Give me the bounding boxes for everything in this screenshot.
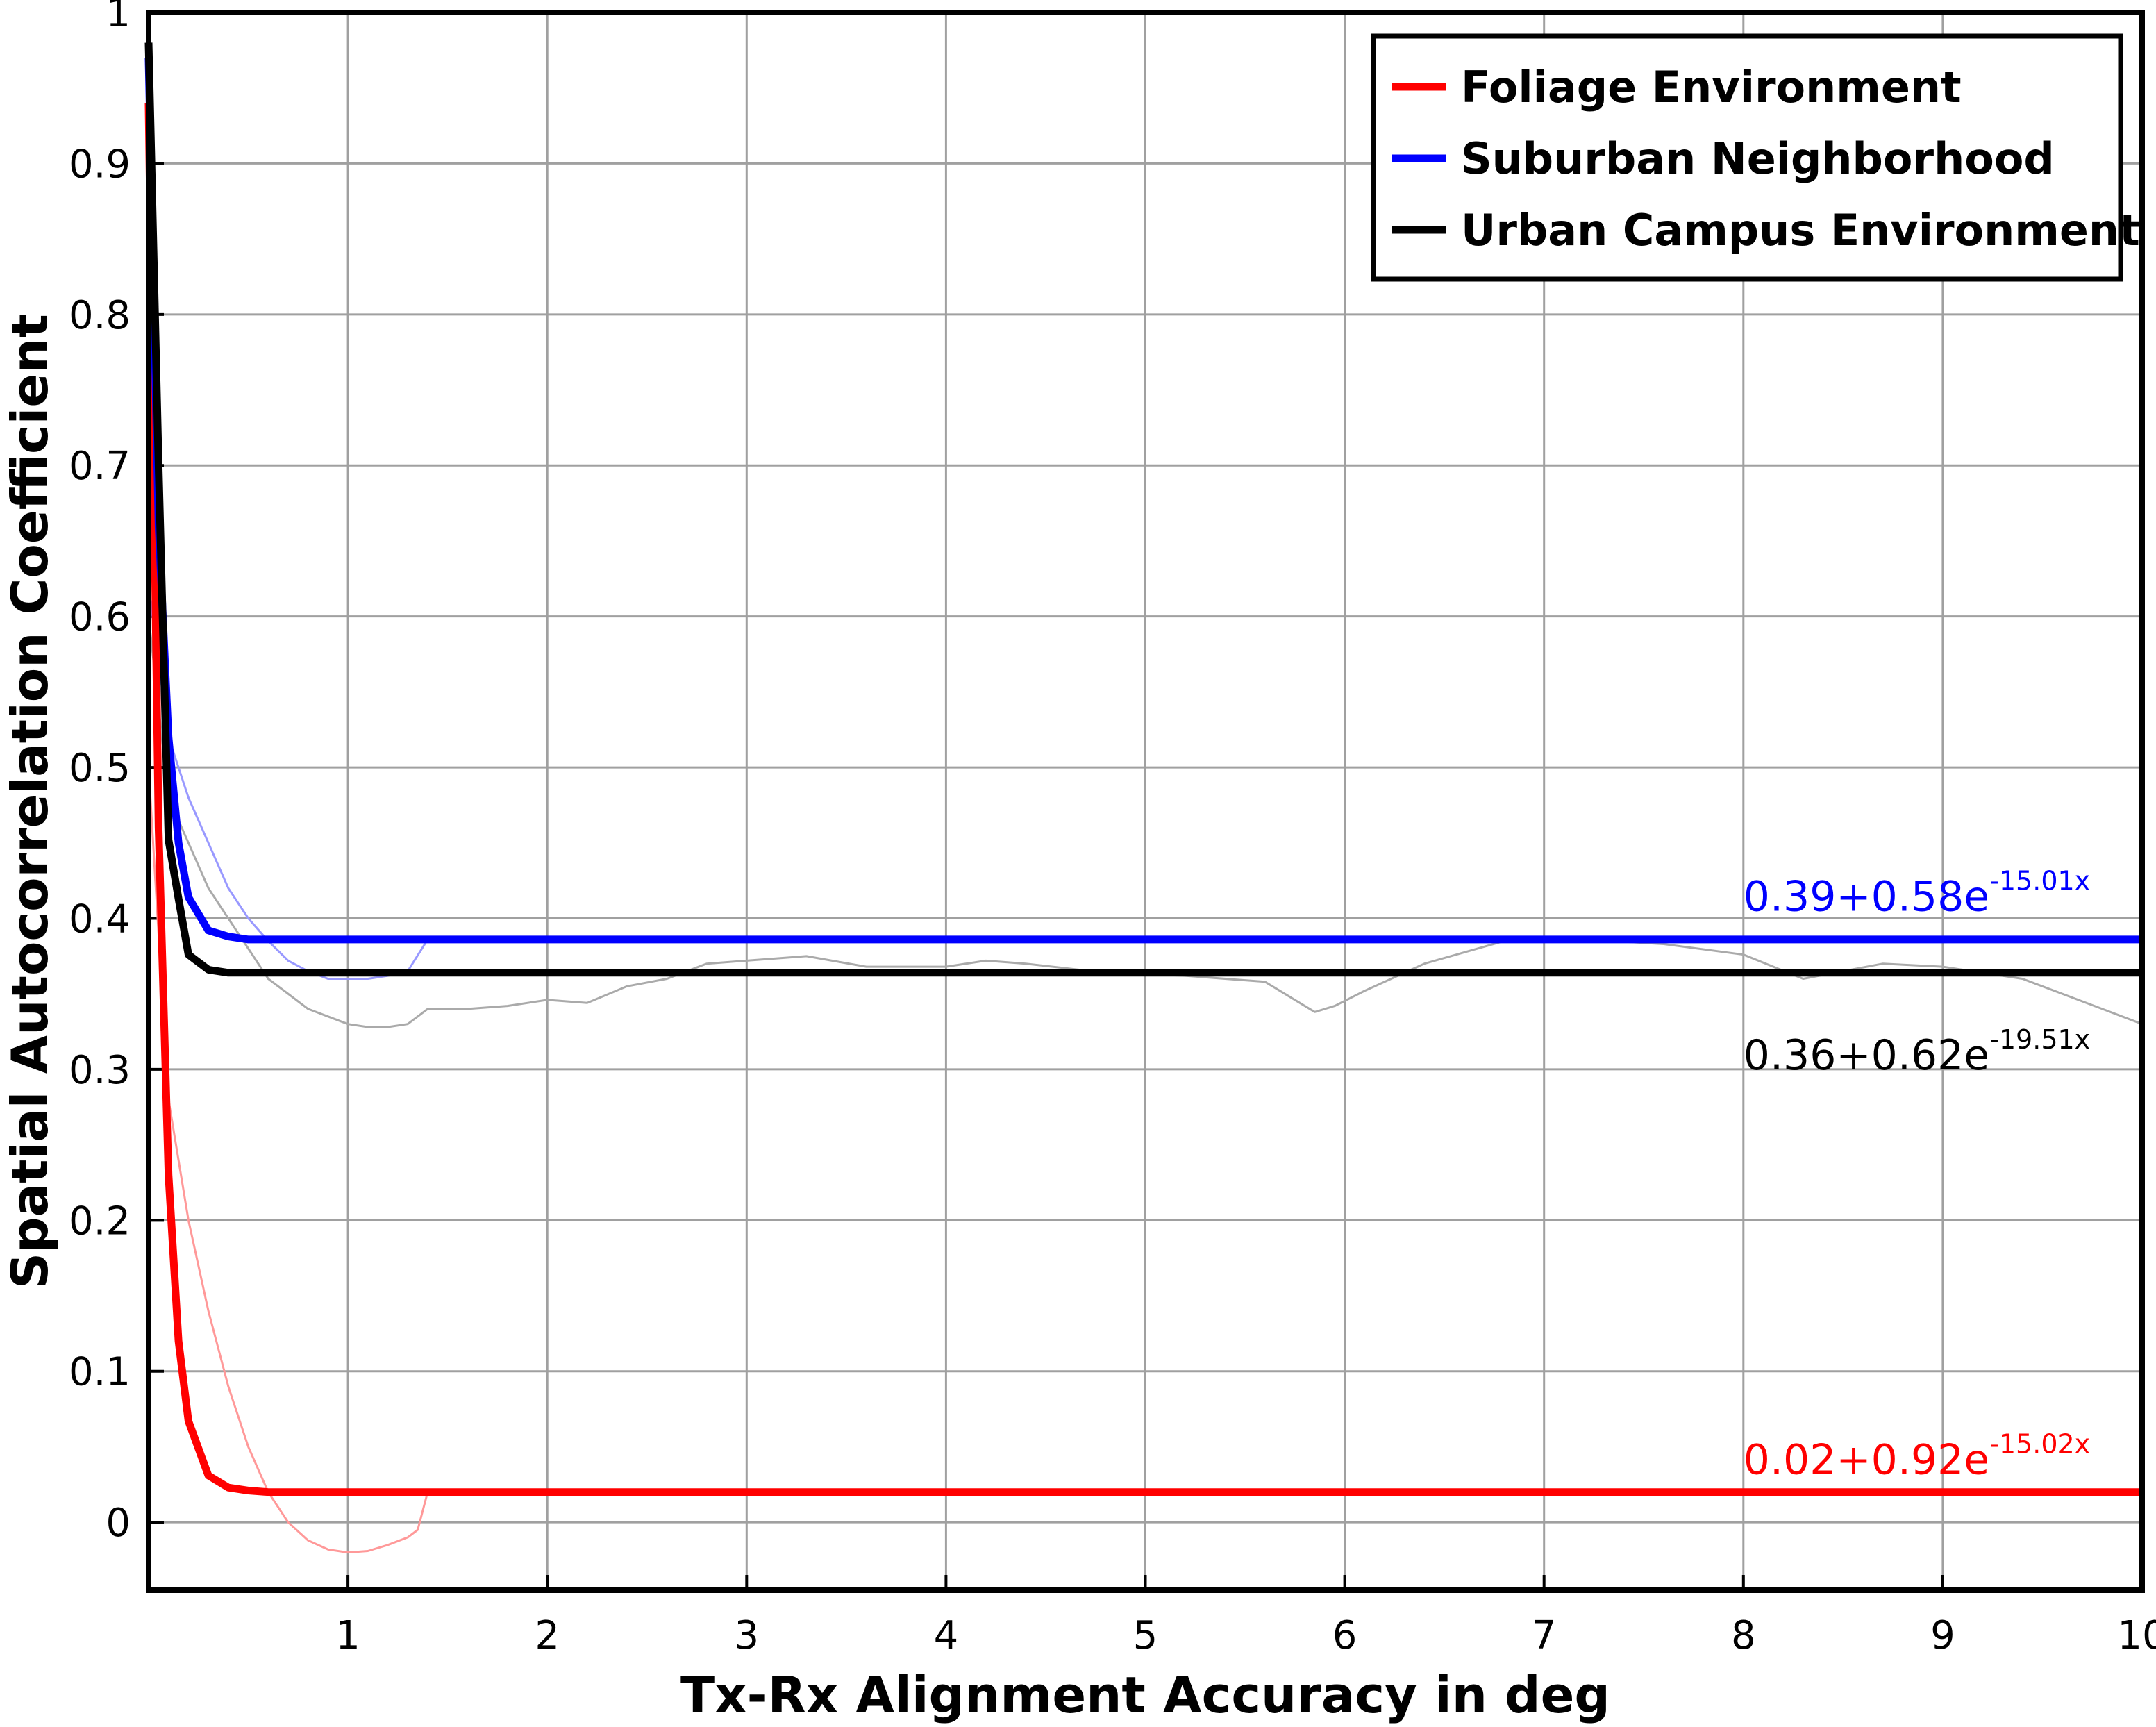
y-tick-label: 0.6 (69, 595, 131, 640)
x-axis-label: Tx-Rx Alignment Accuracy in deg (680, 1666, 1610, 1724)
x-tick-label: 7 (1532, 1613, 1557, 1658)
fit-line-0 (144, 103, 2142, 1496)
y-tick-label: 0.8 (69, 293, 131, 338)
legend-label: Urban Campus Environment (1461, 205, 2140, 256)
x-tick-label: 9 (1930, 1613, 1955, 1658)
fit-line-1 (144, 58, 2142, 944)
x-tick-label: 10 (2117, 1613, 2156, 1658)
x-tick-label: 4 (934, 1613, 959, 1658)
fit-series (144, 42, 2142, 1496)
y-tick-label: 0.2 (69, 1199, 131, 1244)
x-tick-label: 2 (535, 1613, 560, 1658)
legend-box (1371, 33, 2123, 282)
x-tick-label: 6 (1332, 1613, 1357, 1658)
y-tick-label: 0.3 (69, 1048, 131, 1093)
y-tick-label: 0.9 (69, 142, 131, 187)
y-axis-label: Spatial Autocorrelation Coefficient (1, 314, 59, 1289)
fit-line-2 (144, 42, 2142, 977)
curve-annotations: 0.39+0.58e-15.01x0.36+0.62e-19.51x0.02+0… (1744, 866, 2090, 1485)
legend: Foliage Environment Suburban Neighborhood… (1371, 33, 2140, 282)
legend-label: Suburban Neighborhood (1461, 133, 2055, 184)
x-tick-label: 5 (1133, 1613, 1158, 1658)
x-tick-label: 8 (1731, 1613, 1756, 1658)
y-tick-label: 0.5 (69, 746, 131, 791)
x-tick-label: 3 (734, 1613, 759, 1658)
legend-label: Foliage Environment (1461, 62, 1962, 112)
y-tick-label: 0.7 (69, 444, 131, 489)
fit-equation-label: 0.36+0.62e-19.51x (1744, 1024, 2090, 1080)
tick-labels: 1 2 3 4 5 6 7 8 9 10 0 0.1 0.2 0.3 0.4 0.5 0.6 0.7 0.8 0.9 1 (69, 0, 2156, 1658)
y-tick-label: 1 (106, 0, 131, 36)
plot-frame (146, 10, 2145, 1593)
x-tick-label: 1 (335, 1613, 360, 1658)
y-tick-label: 0.4 (69, 896, 131, 942)
measured-line-4 (147, 586, 429, 980)
measured-line-3 (147, 767, 429, 1554)
y-tick-label: 0.1 (69, 1350, 131, 1395)
y-tick-label: 0 (106, 1501, 131, 1546)
